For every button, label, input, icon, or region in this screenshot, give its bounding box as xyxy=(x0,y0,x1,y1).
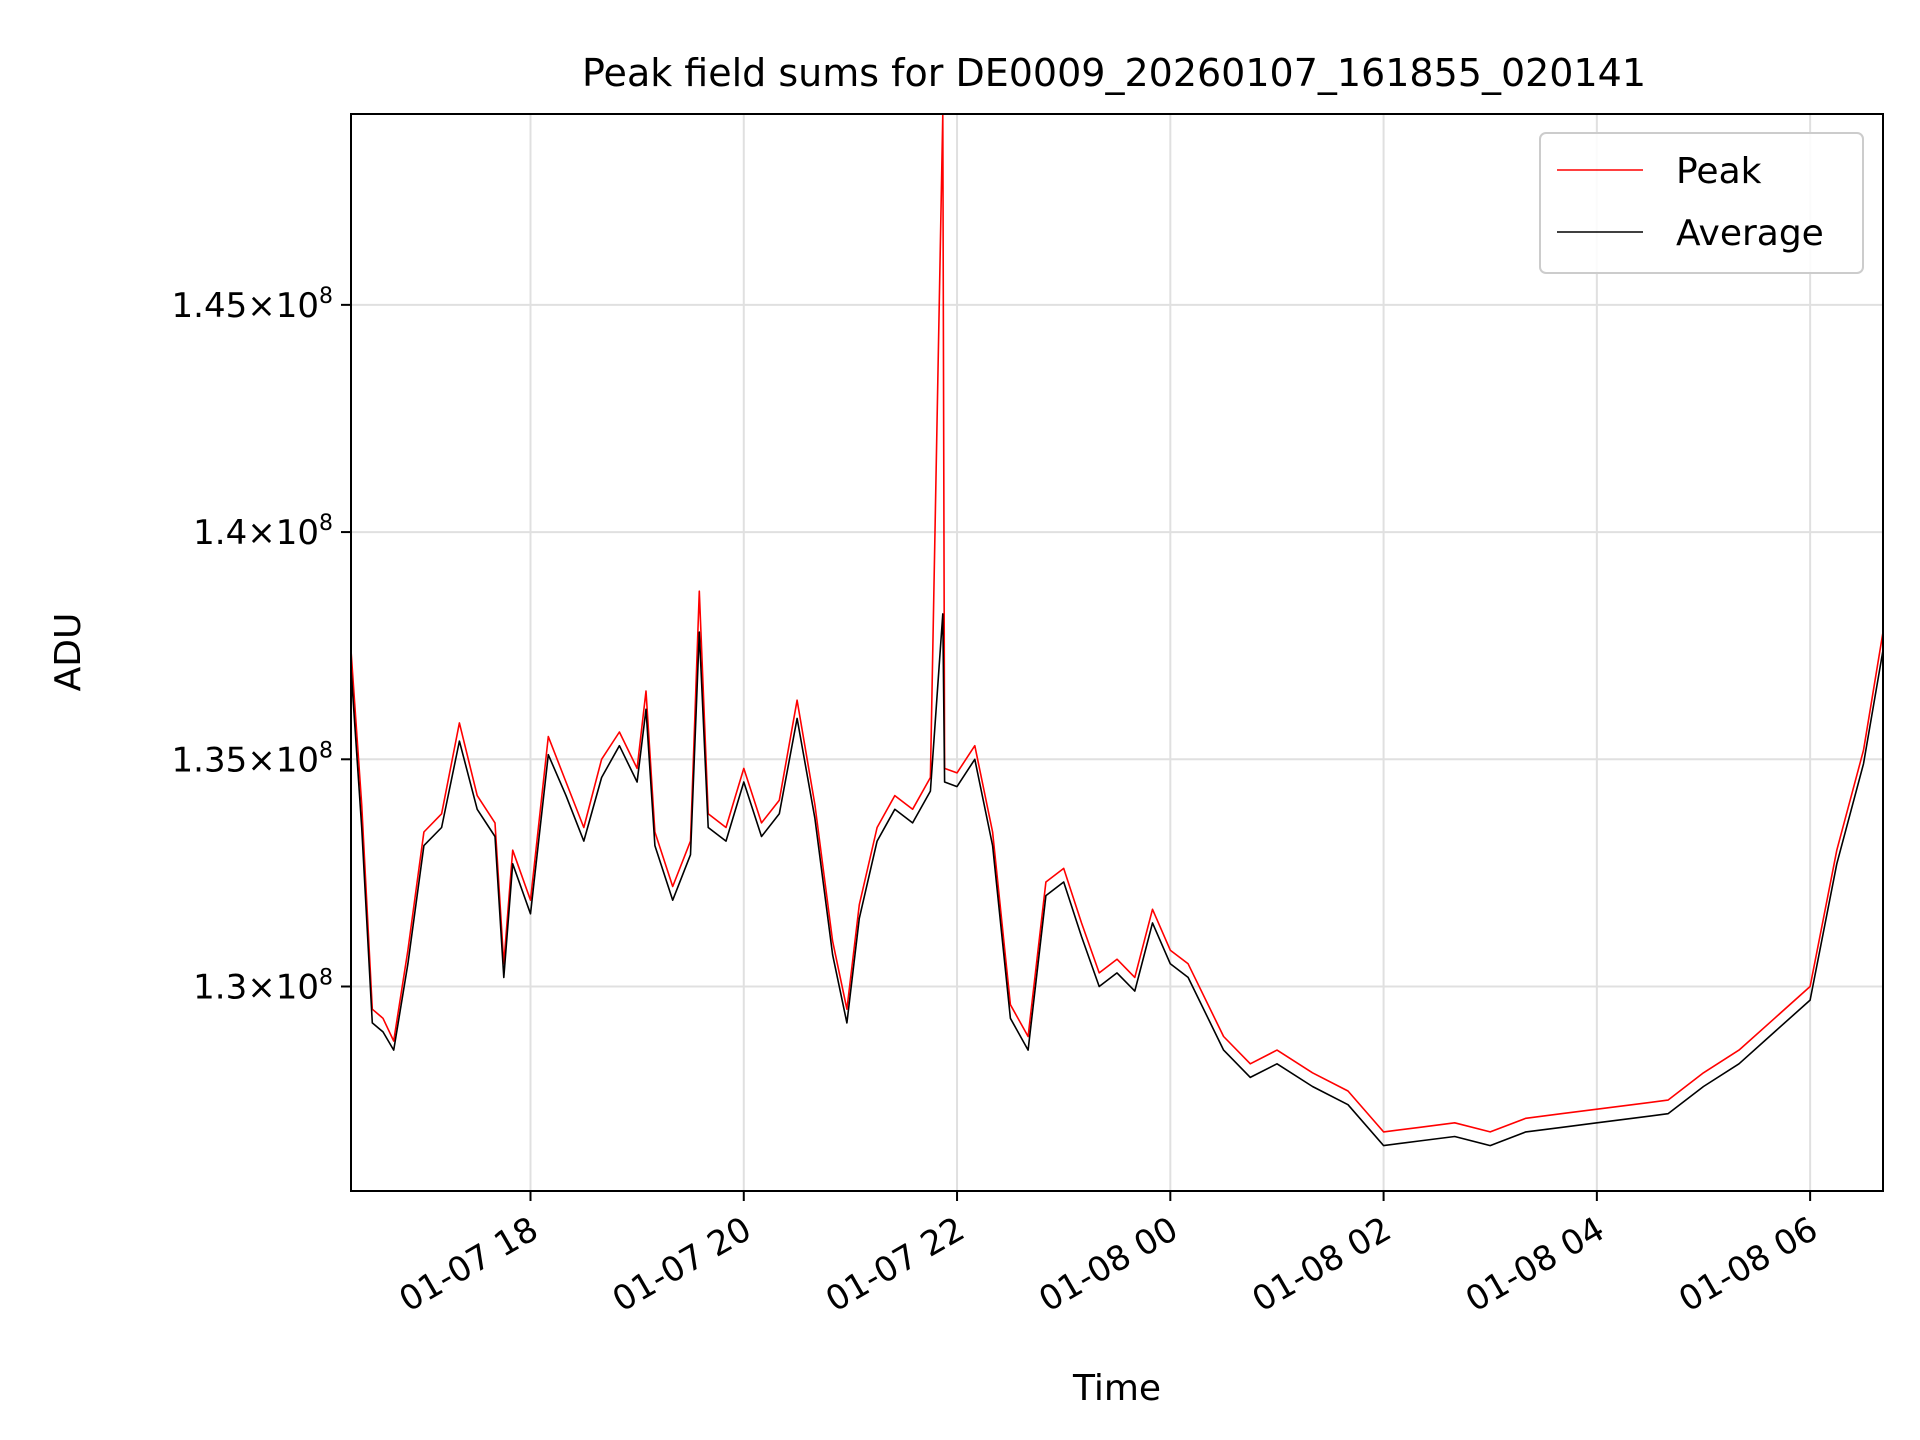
legend-average-label: Average xyxy=(1676,213,1824,254)
y-tick-mantissa: 1.45 xyxy=(172,286,248,326)
y-tick-exponent: 8 xyxy=(319,284,333,309)
y-tick-label: 1.35×108 xyxy=(172,738,333,780)
y-tick-mantissa: 1.3 xyxy=(193,968,247,1008)
x-axis-label: Time xyxy=(1072,1368,1161,1409)
grid-lines xyxy=(351,114,1883,1191)
series-line-peak xyxy=(351,114,1883,1133)
y-tick-times: × xyxy=(247,286,276,326)
y-tick-mantissa: 1.35 xyxy=(172,740,248,780)
plot-frame xyxy=(350,113,1884,1192)
y-tick-exponent: 8 xyxy=(319,738,333,763)
y-tick-mantissa: 1.4 xyxy=(193,513,247,553)
y-tick-label: 1.4×108 xyxy=(193,511,333,553)
y-tick-base: 10 xyxy=(276,513,319,553)
y-tick-label: 1.3×108 xyxy=(193,966,333,1008)
legend: Peak Average xyxy=(1539,132,1864,274)
y-tick-base: 10 xyxy=(276,968,319,1008)
y-axis-label: ADU xyxy=(48,613,89,692)
series-line-average xyxy=(351,613,1883,1147)
y-tick-label: 1.45×108 xyxy=(172,284,333,326)
y-tick-base: 10 xyxy=(276,740,319,780)
y-tick-base: 10 xyxy=(276,286,319,326)
chart-title: Peak field sums for DE0009_20260107_1618… xyxy=(582,51,1646,95)
legend-peak-label: Peak xyxy=(1676,151,1762,192)
y-tick-times: × xyxy=(247,740,276,780)
y-tick-times: × xyxy=(247,513,276,553)
y-tick-exponent: 8 xyxy=(319,966,333,991)
legend-box xyxy=(1539,132,1864,274)
y-tick-exponent: 8 xyxy=(319,511,333,536)
series-layer xyxy=(351,114,1883,1147)
y-tick-times: × xyxy=(247,968,276,1008)
